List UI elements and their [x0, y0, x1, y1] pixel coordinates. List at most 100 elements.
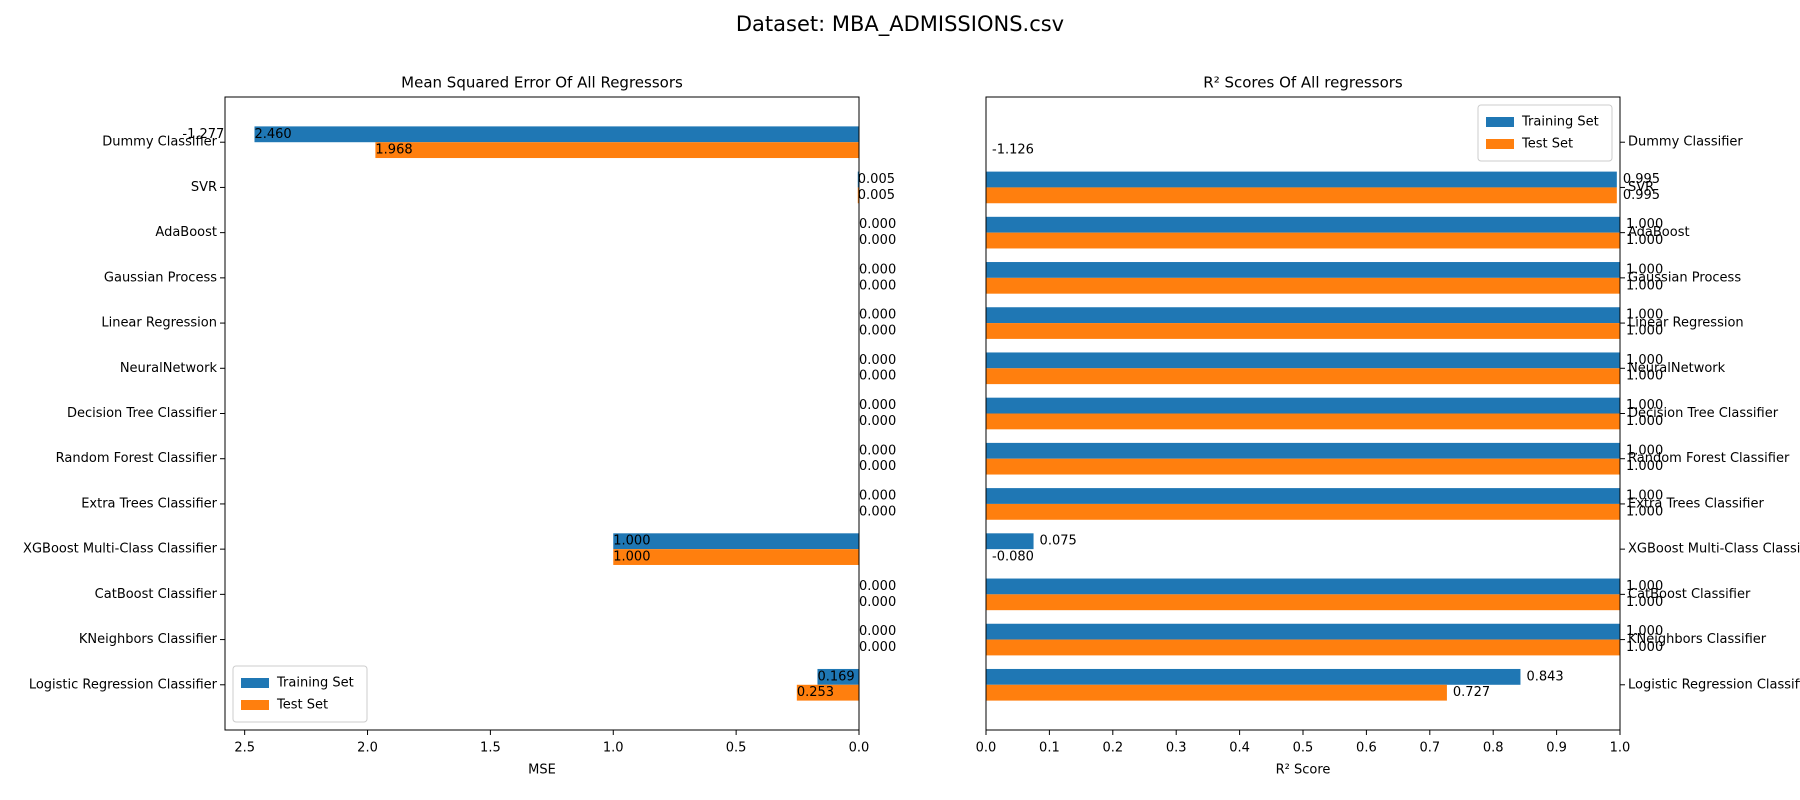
y-tick-label: Logistic Regression Classifier — [1628, 677, 1800, 692]
value-label: -0.080 — [992, 550, 1034, 565]
y-tick-label: Dummy Classifier — [1628, 135, 1743, 150]
bar — [986, 578, 1620, 595]
value-label: 0.995 — [1623, 172, 1660, 187]
bar — [986, 488, 1620, 504]
legend-swatch — [1486, 139, 1514, 149]
y-tick-label: Random Forest Classifier — [1628, 451, 1790, 466]
value-label: 0.000 — [859, 414, 896, 429]
value-label: 0.169 — [817, 669, 854, 684]
value-label: 1.000 — [1626, 217, 1663, 232]
value-label: 1.000 — [1626, 398, 1663, 413]
value-label: -1.126 — [992, 143, 1034, 158]
y-tick-label: NeuralNetwork — [1628, 361, 1726, 376]
legend-label: Training Set — [1521, 115, 1599, 130]
x-tick-label: 0.7 — [1419, 741, 1440, 756]
value-label: 1.000 — [1626, 640, 1663, 655]
x-tick-label: 2.5 — [234, 741, 255, 756]
value-label: 1.000 — [1626, 595, 1663, 610]
bar — [986, 684, 1447, 701]
x-tick-label: 0.1 — [1039, 741, 1060, 756]
legend-label: Test Set — [1521, 137, 1573, 152]
bar — [986, 352, 1620, 369]
bar — [986, 307, 1620, 324]
value-label: 0.000 — [859, 504, 896, 519]
value-label: 1.968 — [375, 143, 412, 158]
bar — [986, 187, 1617, 204]
value-label: 0.000 — [859, 624, 896, 639]
value-label: 0.000 — [859, 278, 896, 293]
bar — [986, 668, 1521, 685]
bar — [986, 262, 1620, 278]
value-label: 0.000 — [859, 443, 896, 458]
value-label: 1.000 — [1626, 504, 1663, 519]
x-tick-label: 0.6 — [1356, 741, 1377, 756]
value-label: 0.727 — [1453, 685, 1490, 700]
bar — [613, 549, 859, 565]
x-tick-label: 0.5 — [726, 741, 747, 756]
x-tick-label: 0.3 — [1166, 741, 1187, 756]
value-label: 0.253 — [797, 685, 834, 700]
bar — [986, 397, 1620, 414]
x-tick-label: 0.2 — [1102, 741, 1123, 756]
value-label: 0.000 — [859, 489, 896, 504]
x-tick-label: 0.9 — [1546, 741, 1567, 756]
chart-title: R² Scores Of All regressors — [1203, 74, 1403, 92]
y-tick-label: Linear Regression — [101, 316, 217, 331]
x-tick-label: 0.0 — [849, 741, 870, 756]
legend-label: Training Set — [276, 676, 354, 691]
value-label: 1.000 — [1626, 443, 1663, 458]
value-label: 1.000 — [613, 534, 650, 549]
y-tick-label: Extra Trees Classifier — [1628, 496, 1764, 511]
bar — [986, 216, 1620, 233]
value-label: 1.000 — [1626, 233, 1663, 248]
value-label: 2.460 — [254, 127, 291, 142]
figure-title: Dataset: MBA_ADMISSIONS.csv — [736, 12, 1064, 37]
x-tick-label: 1.0 — [1610, 741, 1631, 756]
bar — [796, 684, 859, 701]
legend-swatch — [1486, 117, 1514, 127]
value-label: 0.005 — [858, 172, 895, 187]
x-tick-label: 0.5 — [1293, 741, 1314, 756]
legend-swatch — [241, 700, 269, 710]
chart-title: Mean Squared Error Of All Regressors — [401, 74, 683, 92]
legend-box — [1477, 104, 1613, 162]
legend-swatch — [241, 678, 269, 688]
legend-label: Test Set — [276, 698, 328, 713]
value-label: 1.000 — [1626, 353, 1663, 368]
y-tick-label: Decision Tree Classifier — [1628, 406, 1779, 421]
bar — [986, 413, 1620, 430]
value-label: 1.000 — [1626, 369, 1663, 384]
bar — [375, 142, 859, 159]
x-axis-label: R² Score — [1276, 763, 1331, 778]
bars — [254, 126, 859, 701]
bar — [986, 232, 1620, 249]
bar — [817, 668, 859, 685]
y-tick-label: Gaussian Process — [104, 270, 217, 285]
bar — [986, 623, 1620, 640]
value-label: 1.000 — [1626, 308, 1663, 323]
value-label: 1.000 — [1626, 624, 1663, 639]
y-tick-label: Decision Tree Classifier — [67, 406, 218, 421]
value-label: 0.000 — [859, 323, 896, 338]
y-tick-label: Extra Trees Classifier — [81, 496, 217, 511]
value-label: 0.075 — [1040, 534, 1077, 549]
value-label: 0.000 — [859, 595, 896, 610]
bar — [986, 503, 1620, 520]
y-tick-label: Gaussian Process — [1628, 270, 1741, 285]
value-label: 1.000 — [1626, 414, 1663, 429]
x-tick-label: 2.0 — [357, 741, 378, 756]
bar — [986, 594, 1620, 611]
x-axis-label: MSE — [528, 763, 556, 778]
value-label: 0.000 — [859, 353, 896, 368]
value-label: 0.000 — [859, 308, 896, 323]
value-label: 0.000 — [859, 233, 896, 248]
value-label: 1.000 — [613, 550, 650, 565]
y-tick-label: Random Forest Classifier — [56, 451, 218, 466]
bar — [986, 458, 1620, 475]
y-tick-label: NeuralNetwork — [120, 361, 218, 376]
value-label: 1.000 — [1626, 262, 1663, 277]
y-tick-label: Dummy Classifier — [102, 135, 217, 150]
x-tick-label: 0.8 — [1483, 741, 1504, 756]
x-tick-label: 0.0 — [976, 741, 997, 756]
